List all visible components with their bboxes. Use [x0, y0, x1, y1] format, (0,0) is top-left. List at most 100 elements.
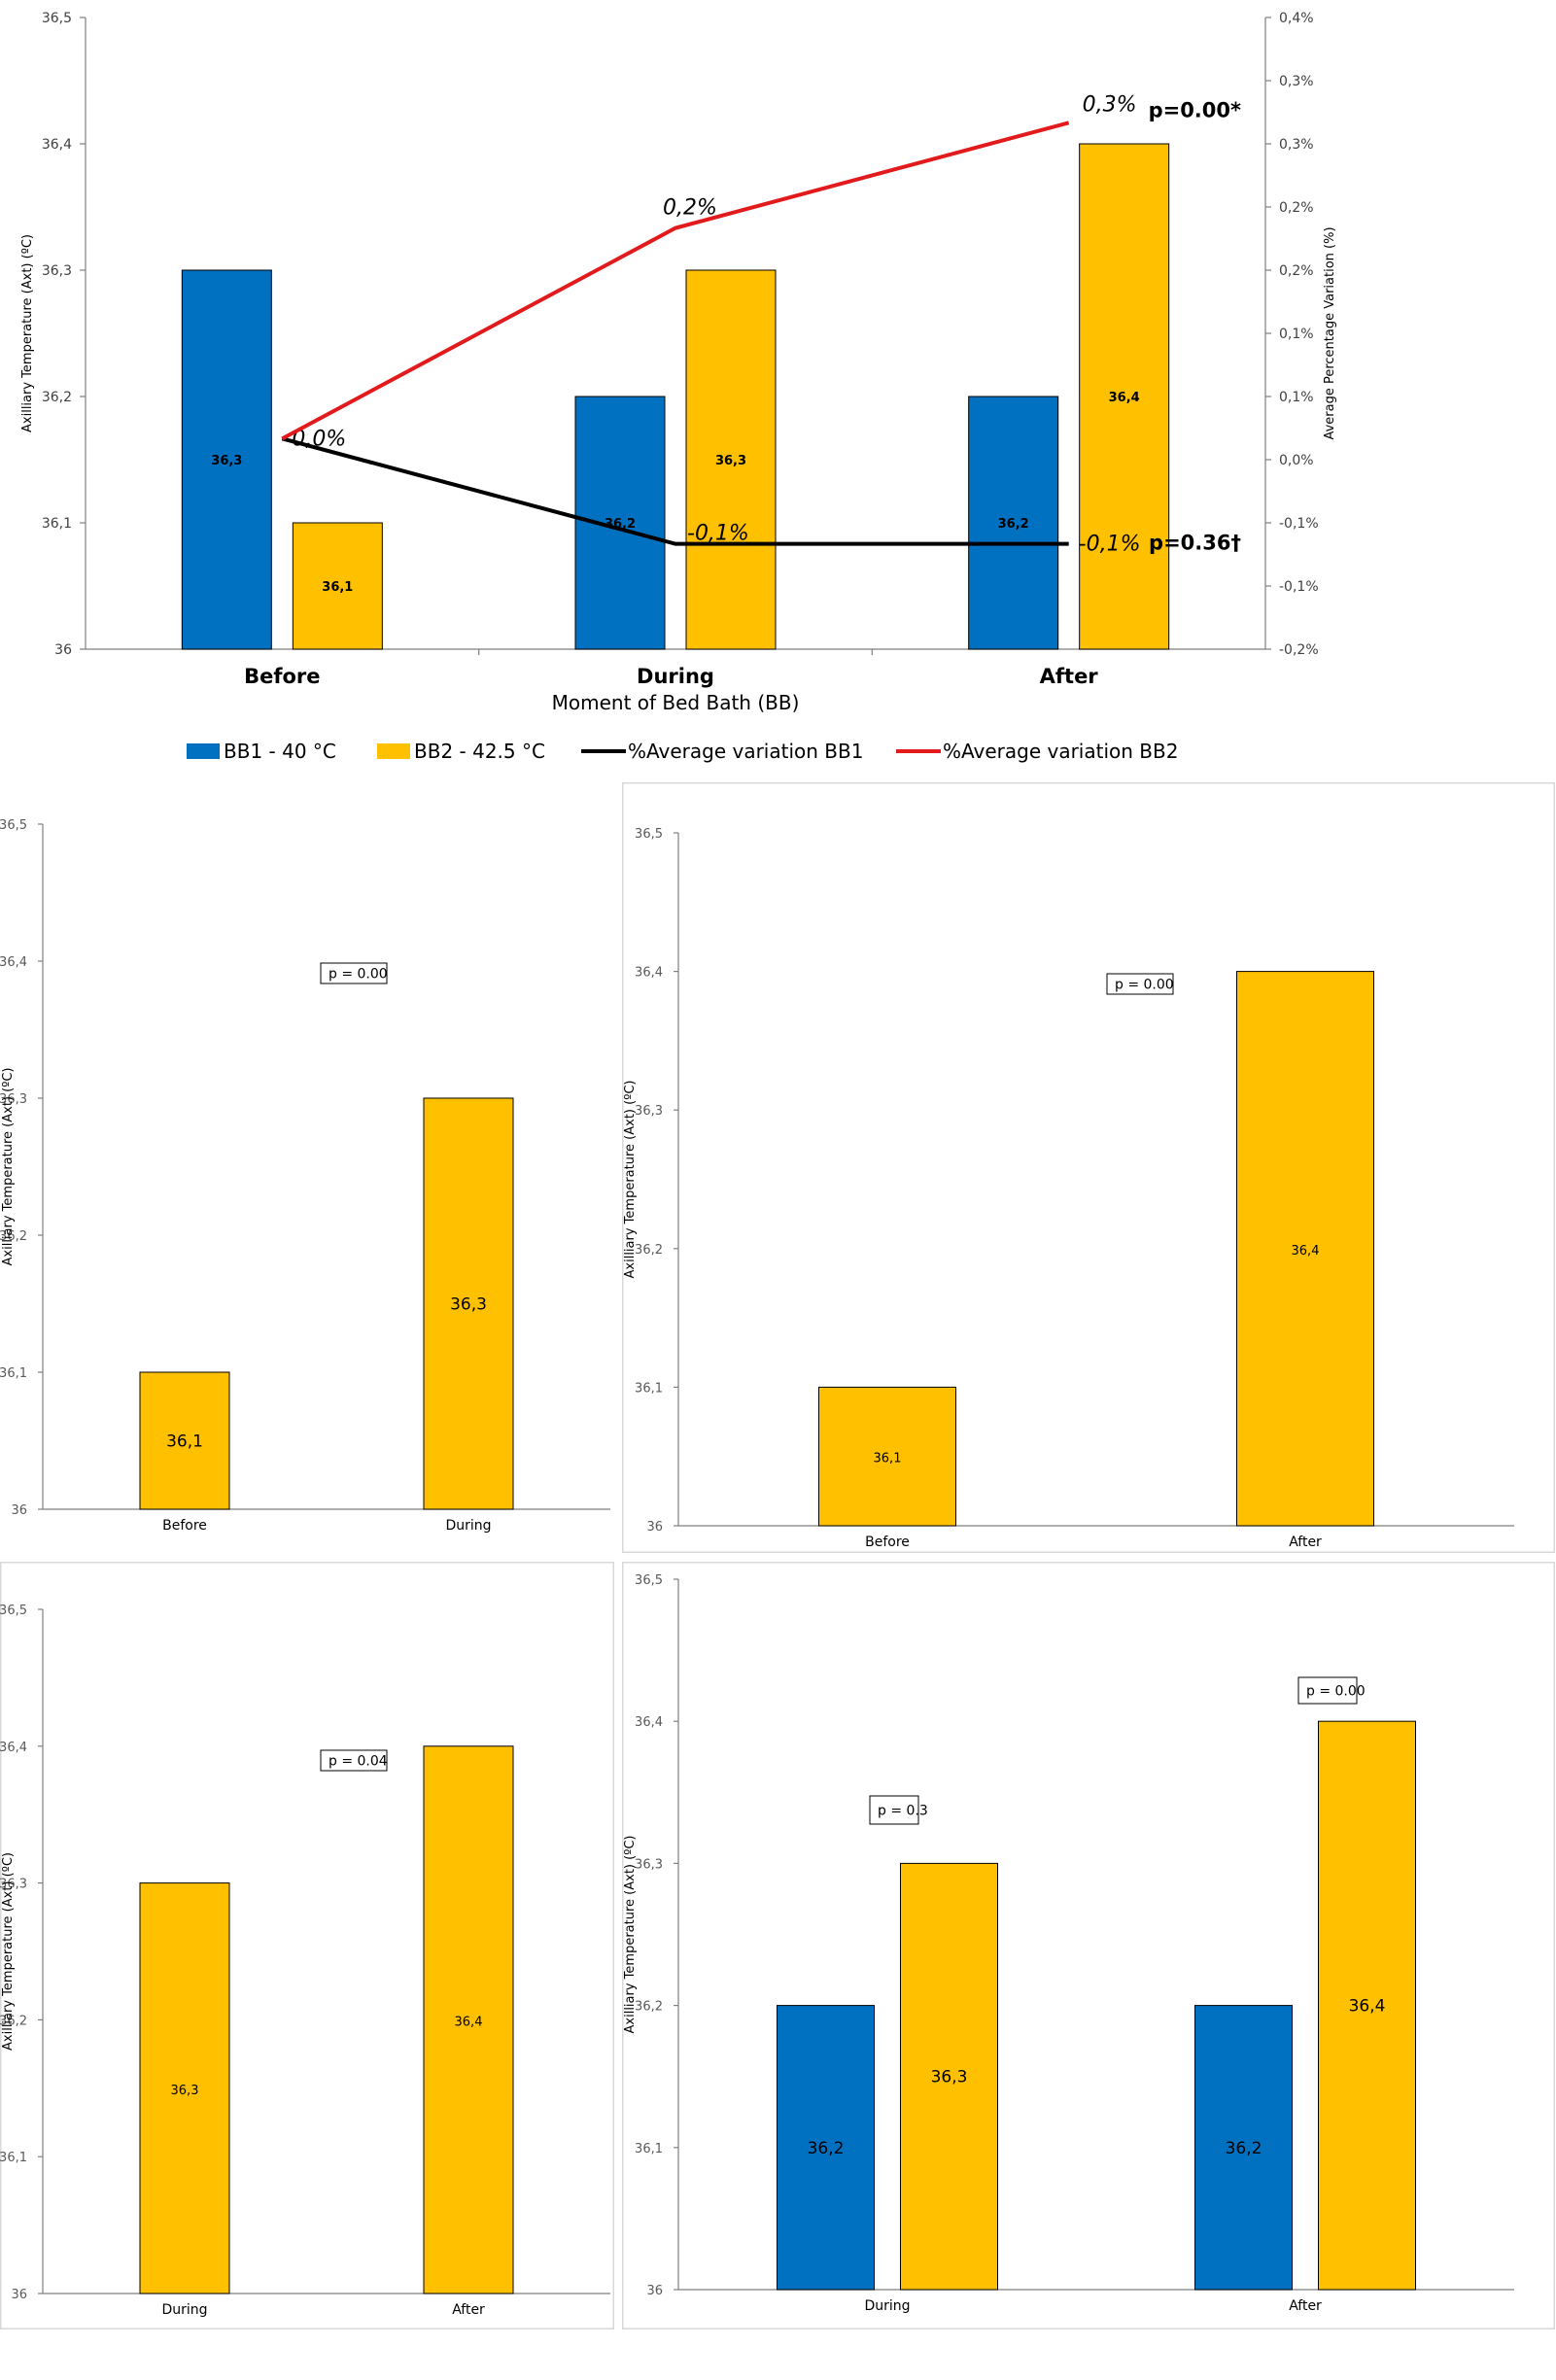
- y-tick-label: 36,3: [635, 1857, 663, 1872]
- y-tick-label: 36,5: [42, 11, 72, 26]
- y2-tick-label: 0,1%: [1279, 390, 1314, 405]
- line-bb1: [281, 436, 1069, 546]
- bar-bb2: [1236, 971, 1374, 1527]
- p-value-label: p=0.36†: [1149, 532, 1241, 555]
- bar-bb1: [777, 2005, 875, 2291]
- panel-frame: [622, 782, 1555, 1553]
- bar-data-label: 36,3: [715, 454, 746, 468]
- x-tick-label: After: [1289, 1535, 1322, 1550]
- x-tick-label: Before: [244, 665, 320, 688]
- y-tick-label: 36,4: [0, 1741, 27, 1755]
- y-axis-title: Axilliary Temperature (Axt) (ºC): [1, 1068, 16, 1266]
- y-tick-label: 36,3: [0, 1092, 27, 1107]
- bar-bb2: [818, 1386, 956, 1527]
- y2-tick-label: -0,2%: [1279, 642, 1319, 658]
- p-value-label: p = 0.00: [328, 967, 388, 983]
- y-tick-label: 36,2: [42, 390, 72, 405]
- y-tick-label: 36,1: [635, 2142, 663, 2156]
- bar-bb2: [1079, 143, 1170, 650]
- p-value-box: [1297, 1676, 1358, 1705]
- bar-bb2: [685, 269, 777, 650]
- line-data-label: 0,3%: [1083, 92, 1137, 117]
- x-tick-label: During: [445, 1518, 491, 1534]
- y-axis-title: Axilliary Temperature (Axt) (ºC): [623, 1836, 638, 2034]
- p-value-box: [869, 1795, 919, 1825]
- bar-data-label: 36,1: [166, 1432, 203, 1452]
- y-tick-label: 36,5: [635, 1573, 663, 1588]
- panel-during-after: 36 36,1 36,2 36,3 36,4 36,5 During After 36,3 36,…: [0, 1562, 614, 2329]
- x-tick-label: During: [864, 2298, 910, 2314]
- p-value-label: p = 0.04: [328, 1754, 388, 1770]
- panel-before-after: 36 36,1 36,2 36,3 36,4 36,5 Before After 36,1 36,…: [622, 782, 1555, 1553]
- x-tick-label: After: [1289, 2298, 1322, 2314]
- y-tick-label: 36,2: [635, 1243, 663, 1258]
- bar-data-label: 36,2: [998, 517, 1029, 532]
- legend-swatch: [187, 743, 220, 759]
- y-tick-label: 36,3: [42, 263, 72, 279]
- line-data-label: 0,2%: [663, 196, 717, 221]
- bar-bb2: [900, 1862, 998, 2291]
- legend-swatch: [377, 743, 410, 759]
- line-data-label: 0,0%: [292, 427, 346, 451]
- legend-label: BB2 - 42.5 °C: [414, 740, 545, 763]
- x-tick-label: Before: [865, 1535, 910, 1550]
- bar-data-label: 36,4: [455, 2015, 483, 2029]
- y-tick-label: 36,2: [635, 2000, 663, 2015]
- y-axis-title: Axilliary Temperature (Axt) (ºC): [1, 1852, 16, 2051]
- legend-label: %Average variation BB2: [943, 740, 1178, 763]
- y-axis-title: Axilliary Temperature (Axt) (ºC): [623, 1081, 638, 1279]
- y-tick-label: 36,4: [635, 1715, 663, 1730]
- y-axis-title: Axilliary Temperature (Axt) (ºC): [20, 234, 35, 432]
- y-tick-label: 36,1: [635, 1381, 663, 1396]
- y-tick-label: 36,3: [0, 1878, 27, 1892]
- x-axis-title: Moment of Bed Bath (BB): [552, 691, 800, 714]
- y2-tick-label: 0,2%: [1279, 200, 1314, 216]
- bar-bb2: [292, 522, 383, 650]
- bar-bb2: [423, 1097, 514, 1510]
- y2-tick-label: 0,3%: [1279, 74, 1314, 89]
- y-tick-label: 36: [54, 642, 72, 658]
- p-value-box: [1106, 973, 1174, 995]
- legend-label: BB1 - 40 °C: [224, 740, 336, 763]
- y2-tick-label: 0,1%: [1279, 327, 1314, 342]
- bar-data-label: 36,3: [171, 2084, 199, 2098]
- bar-data-label: 36,1: [874, 1452, 902, 1466]
- p-value-box: [320, 962, 388, 984]
- line-data-label: -0,1%: [687, 522, 749, 546]
- line-bb2: [281, 121, 1070, 441]
- main-chart: 36 36,1 36,2 36,3 36,4 36,5 -0,2% -0,1% -0,1% 0,0…: [20, 11, 1337, 763]
- y-tick-label: 36,5: [635, 827, 663, 842]
- bar-data-label: 36,4: [1109, 391, 1140, 405]
- bar-data-label: 36,3: [450, 1295, 487, 1315]
- x-tick-label: During: [161, 2302, 207, 2318]
- legend: BB1 - 40 °C BB2 - 42.5 °C %Average variati…: [187, 740, 1178, 763]
- bar-bb1: [1194, 2005, 1293, 2291]
- y-tick-label: 36,4: [42, 137, 72, 153]
- y-tick-label: 36: [11, 2288, 27, 2302]
- bar-bb1: [181, 269, 272, 650]
- p-value-label: p = 0.00: [1306, 1684, 1366, 1700]
- y-tick-label: 36,3: [635, 1104, 663, 1119]
- y-tick-label: 36,5: [0, 818, 27, 833]
- bar-bb2: [423, 1745, 514, 2294]
- bar-data-label: 36,2: [808, 2139, 845, 2158]
- y-tick-label: 36,1: [0, 1366, 27, 1381]
- panel-during-after-both: 36 36,1 36,2 36,3 36,4 36,5 During After 36,2 36,…: [622, 1562, 1555, 2329]
- x-tick-label: During: [637, 665, 714, 688]
- bar-bb2: [1318, 1720, 1416, 2291]
- bar-bb2: [139, 1371, 230, 1510]
- p-value-label: p = 0.00: [1115, 978, 1174, 993]
- y-tick-label: 36,2: [0, 1229, 27, 1244]
- p-value-label: p = 0.3: [878, 1804, 928, 1819]
- x-tick-label: After: [452, 2302, 485, 2318]
- bar-data-label: 36,4: [1349, 1997, 1386, 2017]
- legend-label: %Average variation BB1: [628, 740, 863, 763]
- y-tick-label: 36: [646, 2284, 663, 2298]
- y-tick-label: 36,4: [0, 955, 27, 970]
- y2-tick-label: -0,1%: [1279, 579, 1319, 595]
- bar-data-label: 36,2: [1226, 2139, 1262, 2158]
- bar-bb2: [139, 1882, 230, 2294]
- bar-data-label: 36,1: [322, 580, 353, 595]
- y-tick-label: 36: [646, 1520, 663, 1535]
